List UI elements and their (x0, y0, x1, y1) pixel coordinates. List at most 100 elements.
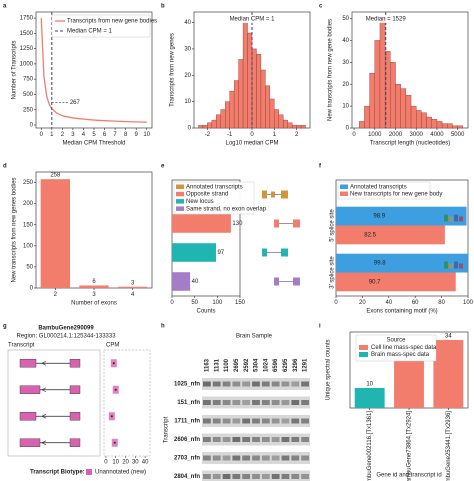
gel-band (203, 381, 211, 387)
gel-band (271, 400, 280, 405)
x-axis-label: Counts (196, 309, 215, 315)
histogram-bar (441, 123, 448, 129)
panel: g BambuGene290099 Region: GL000214.1:12534… (3, 324, 151, 476)
gel-band (261, 400, 270, 405)
value-label: 99.8 (374, 261, 386, 267)
gel-band (242, 474, 251, 479)
legend-label: Brain mass-spec data (371, 352, 430, 358)
bar (172, 214, 231, 233)
gene-glyph-exon (262, 248, 267, 257)
bar (336, 206, 467, 226)
x-tick-label: 1 (50, 132, 54, 138)
y-tick-label: 50 (26, 264, 33, 270)
y-axis-label: Unique spectral counts (326, 339, 332, 400)
strand-arrow (41, 413, 47, 419)
gel-band (222, 455, 231, 461)
lane-label: 1100 (224, 358, 230, 372)
x-axis-label: Gene id and transcript id (376, 473, 441, 479)
value-label: 130 (232, 221, 243, 227)
panel: e 0 50 100 150 Counts 130 97 40 Annotated transcr… (161, 164, 300, 315)
x-tick-label: 0 (104, 460, 108, 466)
median-label-bg (361, 15, 410, 23)
histogram-bar (447, 123, 453, 129)
gel-band (281, 418, 290, 424)
y-axis-label: Transcript (164, 416, 170, 443)
gel-band (271, 381, 280, 387)
legend-label: Unannotated (new) (95, 470, 146, 476)
y-tick-label: 10 (342, 104, 349, 110)
bar (336, 272, 456, 292)
exon (19, 412, 37, 421)
y-tick-label: 40 (184, 20, 191, 26)
lane-label: 5304 (254, 358, 260, 372)
x-tick-label: 1000 (368, 132, 382, 138)
gel-band (242, 418, 251, 424)
gel-band (232, 455, 241, 461)
y-tick-label: 10 (184, 99, 191, 105)
legend-swatch (340, 184, 348, 189)
gel-band (261, 381, 270, 387)
legend-title: Source (386, 338, 406, 344)
lane-label: 6596 (273, 358, 279, 372)
x-tick-label: 2000 (389, 132, 403, 138)
bar (79, 285, 109, 288)
bar (433, 340, 464, 408)
median-label: Median = 1529 (366, 17, 407, 23)
legend-label: Transcripts from new gene bodies (67, 19, 157, 25)
gel-band (242, 455, 251, 461)
bar (117, 286, 148, 288)
legend-label: Same strand, no exon overlap (186, 206, 267, 212)
gel-band (222, 437, 231, 442)
legend-box (337, 181, 431, 200)
histogram-bar (379, 18, 386, 129)
gel-band (212, 400, 221, 405)
histogram-bar (416, 110, 422, 129)
y-tick-label: 40 (342, 38, 349, 44)
histogram-bar (269, 98, 275, 129)
gel-band (212, 418, 221, 424)
legend-box (355, 334, 437, 362)
x-axis-label: Median CPM Threshold (63, 141, 126, 147)
gel-band (242, 437, 251, 442)
histogram-bar (405, 94, 412, 129)
gel-band (301, 455, 309, 461)
x-tick-label: 4 (131, 292, 135, 298)
histogram-bar (211, 119, 217, 129)
gel-band (291, 400, 300, 405)
bar (40, 179, 71, 288)
legend-label: New transcripts for new gene body (350, 191, 442, 197)
gel-band (261, 455, 270, 461)
y-tick-label: 0 (346, 126, 350, 132)
gel-band (271, 418, 280, 424)
histogram-bar (287, 122, 293, 129)
legend-swatch (176, 206, 184, 211)
histogram-bar (233, 80, 239, 129)
lane-label: 3296 (293, 358, 299, 372)
lane-label: 1024 (263, 358, 269, 372)
y-tick-label: 500 (23, 92, 34, 98)
x-tick-label: 20 (359, 300, 366, 306)
legend-label: New locus (186, 199, 214, 205)
x-tick-label: 0 (352, 132, 356, 138)
histogram-bar (390, 62, 396, 129)
gene-glyph-exon (262, 190, 267, 199)
y-tick-label: 200 (23, 201, 34, 207)
x-tick-label: 9 (135, 132, 139, 138)
gel-band (222, 400, 231, 405)
histogram-bar (410, 105, 417, 129)
x-tick-label: 8 (124, 132, 128, 138)
row-label: 1025_nfn (174, 382, 200, 388)
bar (336, 225, 445, 245)
value-label: 40 (192, 279, 199, 285)
value-label: 97 (217, 250, 224, 256)
cpm-frame (103, 349, 151, 457)
gel-band (291, 455, 300, 461)
legend-label: Annotated transcripts (186, 184, 243, 190)
panel: d 0 50 100 150 200 250 Number of exons New trans… (3, 164, 153, 307)
histogram-bar (436, 121, 443, 129)
bar (354, 388, 385, 408)
panel: i Gene id and transcript id Unique spectra… (319, 324, 469, 481)
legend-box (173, 181, 255, 215)
x-tick-label: 7 (113, 132, 117, 138)
